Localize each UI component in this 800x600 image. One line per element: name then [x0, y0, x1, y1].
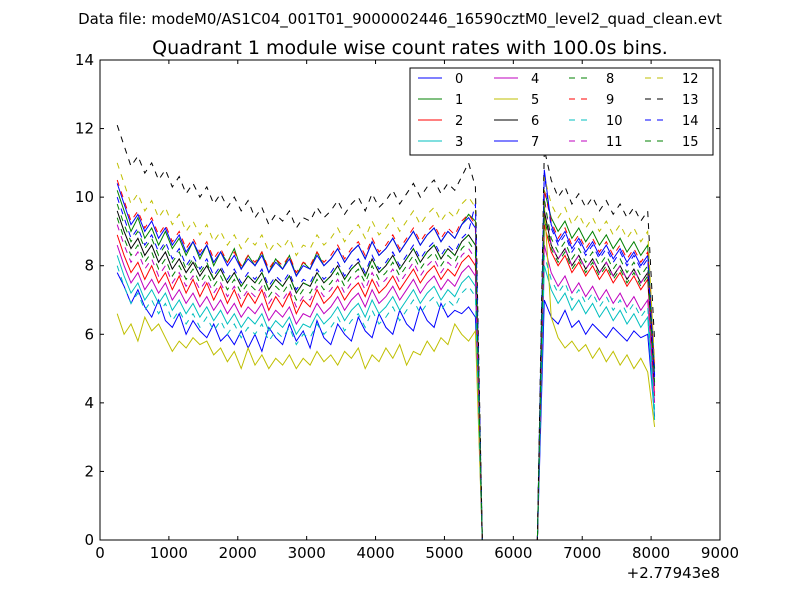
y-tick-label: 4 — [84, 394, 94, 412]
series-line-13 — [116, 124, 656, 541]
x-tick-label: 8000 — [632, 544, 670, 562]
series-line-1 — [116, 190, 656, 541]
legend-label-11: 11 — [606, 135, 623, 150]
x-tick-label: 9000 — [701, 544, 739, 562]
legend-label-12: 12 — [682, 72, 699, 87]
figure-suptitle: Data file: modeM0/AS1C04_001T01_90000024… — [78, 10, 722, 29]
legend-label-1: 1 — [455, 93, 463, 108]
legend-label-2: 2 — [455, 114, 463, 129]
y-tick-label: 8 — [84, 257, 94, 275]
x-offset-label: +2.77943e8 — [627, 564, 720, 582]
y-tick-label: 0 — [84, 531, 94, 549]
series-line-14 — [116, 173, 656, 541]
x-tick-label: 2000 — [219, 544, 257, 562]
series-line-9 — [116, 179, 656, 541]
x-axis: 0 1000 2000 3000 4000 5000 6000 7000 8000 9000 — [95, 60, 739, 562]
legend-label-8: 8 — [606, 72, 614, 87]
legend-label-9: 9 — [606, 93, 614, 108]
series-line-12 — [116, 162, 656, 541]
series-line-4 — [116, 244, 656, 541]
x-tick-label: 4000 — [356, 544, 394, 562]
series-line-0 — [116, 272, 656, 541]
series-line-11 — [116, 197, 656, 541]
legend-label-0: 0 — [455, 72, 463, 87]
y-tick-label: 10 — [75, 188, 94, 206]
legend-label-7: 7 — [531, 135, 539, 150]
plot-frame — [99, 59, 721, 541]
legend-label-4: 4 — [531, 72, 539, 87]
y-tick-label: 6 — [84, 325, 94, 343]
legend-label-14: 14 — [682, 114, 699, 129]
x-tick-label: 6000 — [494, 544, 532, 562]
series-line-7 — [116, 169, 656, 541]
legend-label-10: 10 — [606, 114, 623, 129]
legend-label-15: 15 — [682, 135, 699, 150]
legend-label-6: 6 — [531, 114, 539, 129]
series-line-8 — [116, 217, 656, 541]
x-tick-label: 5000 — [425, 544, 463, 562]
x-tick-label: 7000 — [563, 544, 601, 562]
series-line-2 — [116, 224, 656, 541]
series-group — [116, 124, 656, 541]
series-line-10 — [116, 255, 656, 541]
series-line-3 — [116, 255, 656, 541]
y-tick-label: 14 — [75, 51, 94, 69]
series-line-5 — [116, 203, 656, 541]
series-line-6 — [116, 210, 656, 541]
x-tick-label: 1000 — [150, 544, 188, 562]
chart-title: Quadrant 1 module wise count rates with … — [152, 37, 668, 59]
legend-label-3: 3 — [455, 135, 463, 150]
legend-label-5: 5 — [531, 93, 539, 108]
y-tick-label: 12 — [75, 120, 94, 138]
x-tick-label: 3000 — [288, 544, 326, 562]
y-tick-label: 2 — [84, 462, 94, 480]
legend-label-13: 13 — [682, 93, 699, 108]
x-tick-label: 0 — [95, 544, 105, 562]
